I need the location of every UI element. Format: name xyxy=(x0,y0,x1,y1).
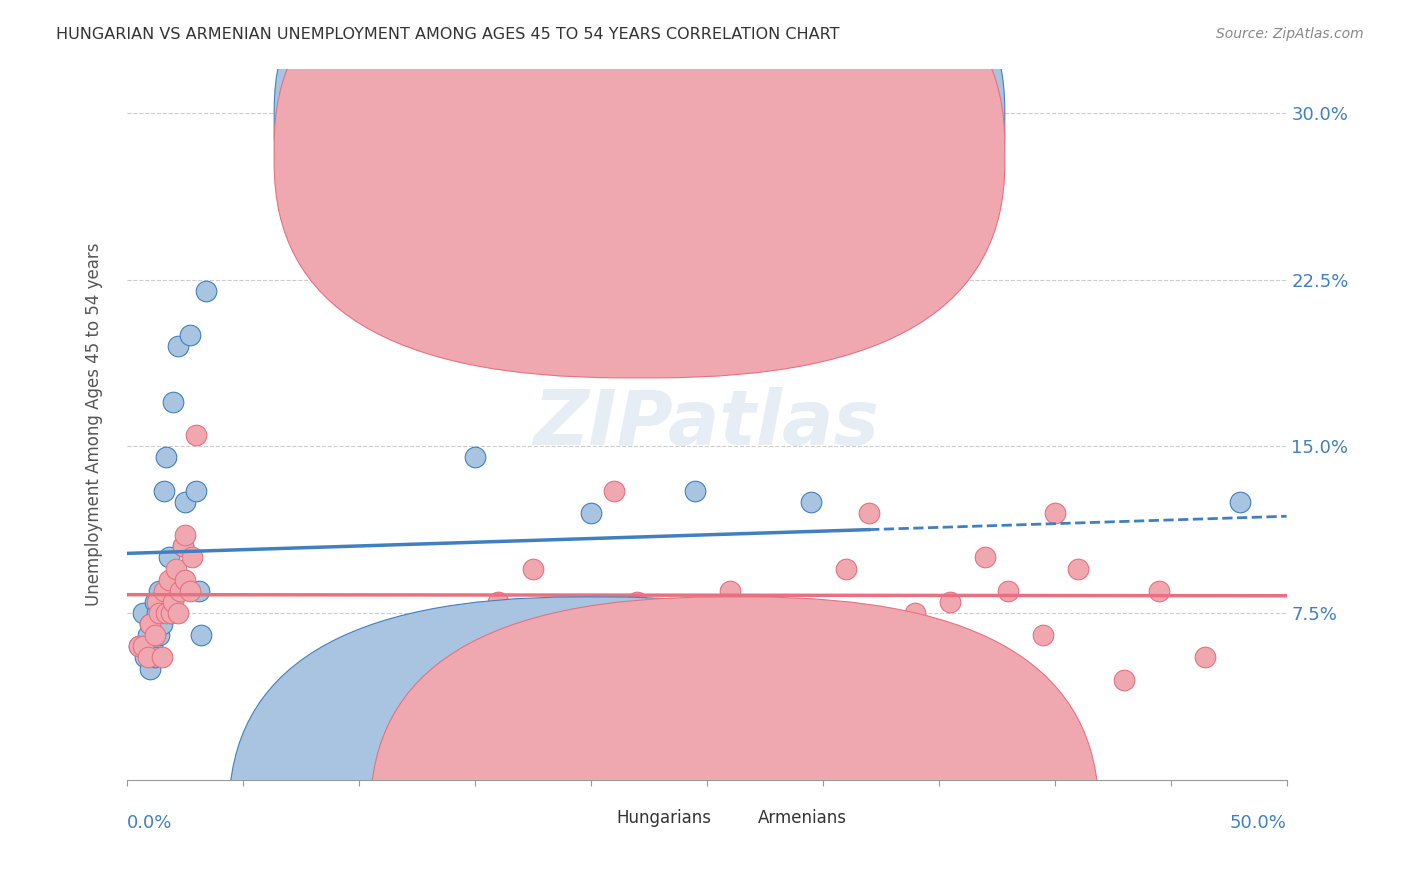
Point xyxy=(150,650,173,665)
Point xyxy=(522,561,544,575)
Point xyxy=(486,595,509,609)
Point xyxy=(146,595,169,609)
Text: Source: ZipAtlas.com: Source: ZipAtlas.com xyxy=(1216,27,1364,41)
Point xyxy=(146,606,169,620)
Point xyxy=(179,328,201,343)
FancyBboxPatch shape xyxy=(370,597,1098,892)
Point xyxy=(167,606,190,620)
Point xyxy=(157,573,180,587)
Point xyxy=(143,650,166,665)
Text: N = 42: N = 42 xyxy=(779,145,837,163)
Point xyxy=(155,450,177,465)
Point xyxy=(132,640,155,654)
Point xyxy=(153,583,176,598)
Point xyxy=(603,483,626,498)
Point xyxy=(174,528,197,542)
Point xyxy=(148,628,170,642)
FancyBboxPatch shape xyxy=(274,0,1005,344)
Point xyxy=(579,506,602,520)
Text: N = 34: N = 34 xyxy=(779,112,837,129)
Point xyxy=(180,550,202,565)
Point xyxy=(132,606,155,620)
Point xyxy=(139,617,162,632)
Point xyxy=(974,550,997,565)
FancyBboxPatch shape xyxy=(229,597,957,892)
Point xyxy=(464,450,486,465)
Point xyxy=(160,606,183,620)
Point xyxy=(169,583,191,598)
Text: 0.0%: 0.0% xyxy=(127,814,173,832)
Point xyxy=(190,628,212,642)
Point xyxy=(1229,495,1251,509)
Point xyxy=(1114,673,1136,687)
Point xyxy=(1147,583,1170,598)
Text: HUNGARIAN VS ARMENIAN UNEMPLOYMENT AMONG AGES 45 TO 54 YEARS CORRELATION CHART: HUNGARIAN VS ARMENIAN UNEMPLOYMENT AMONG… xyxy=(56,27,839,42)
Point xyxy=(165,561,187,575)
Point xyxy=(150,617,173,632)
Point xyxy=(858,750,880,764)
Point xyxy=(1043,506,1066,520)
Point xyxy=(148,606,170,620)
Y-axis label: Unemployment Among Ages 45 to 54 years: Unemployment Among Ages 45 to 54 years xyxy=(86,243,103,606)
Point xyxy=(187,583,209,598)
Point xyxy=(128,640,150,654)
Point xyxy=(718,583,741,598)
Point xyxy=(186,483,208,498)
Point xyxy=(157,550,180,565)
Point xyxy=(128,640,150,654)
Point xyxy=(544,750,567,764)
Point xyxy=(155,606,177,620)
Point xyxy=(153,483,176,498)
FancyBboxPatch shape xyxy=(274,0,1005,378)
Point xyxy=(162,395,184,409)
Point xyxy=(939,595,962,609)
Point xyxy=(1194,650,1216,665)
Text: Hungarians: Hungarians xyxy=(616,809,711,827)
Text: Armenians: Armenians xyxy=(758,809,846,827)
Point xyxy=(1067,561,1090,575)
Point xyxy=(800,495,823,509)
Point xyxy=(167,339,190,353)
Point xyxy=(683,650,706,665)
Point xyxy=(174,573,197,587)
Point xyxy=(136,650,159,665)
Point xyxy=(858,506,880,520)
FancyBboxPatch shape xyxy=(596,94,904,189)
Point xyxy=(148,583,170,598)
Point xyxy=(1032,628,1054,642)
Point xyxy=(172,539,194,553)
Point xyxy=(139,617,162,632)
Point xyxy=(143,628,166,642)
Point xyxy=(136,628,159,642)
Point xyxy=(143,595,166,609)
Point xyxy=(835,561,858,575)
Point xyxy=(172,539,194,553)
Point xyxy=(160,606,183,620)
Point xyxy=(626,595,648,609)
Point xyxy=(194,284,217,298)
Point xyxy=(179,583,201,598)
Point xyxy=(139,662,162,676)
Text: ZIPatlas: ZIPatlas xyxy=(534,387,880,461)
Point xyxy=(134,650,156,665)
Point xyxy=(789,640,811,654)
Text: 50.0%: 50.0% xyxy=(1230,814,1286,832)
Point xyxy=(683,483,706,498)
Point xyxy=(174,495,197,509)
Point xyxy=(904,606,927,620)
Point xyxy=(997,583,1019,598)
Point xyxy=(475,172,498,186)
Text: R = 0.085: R = 0.085 xyxy=(666,145,749,163)
Text: R = 0.267: R = 0.267 xyxy=(666,112,749,129)
Point xyxy=(141,640,163,654)
Point xyxy=(498,640,520,654)
Point xyxy=(186,428,208,442)
Point xyxy=(162,595,184,609)
